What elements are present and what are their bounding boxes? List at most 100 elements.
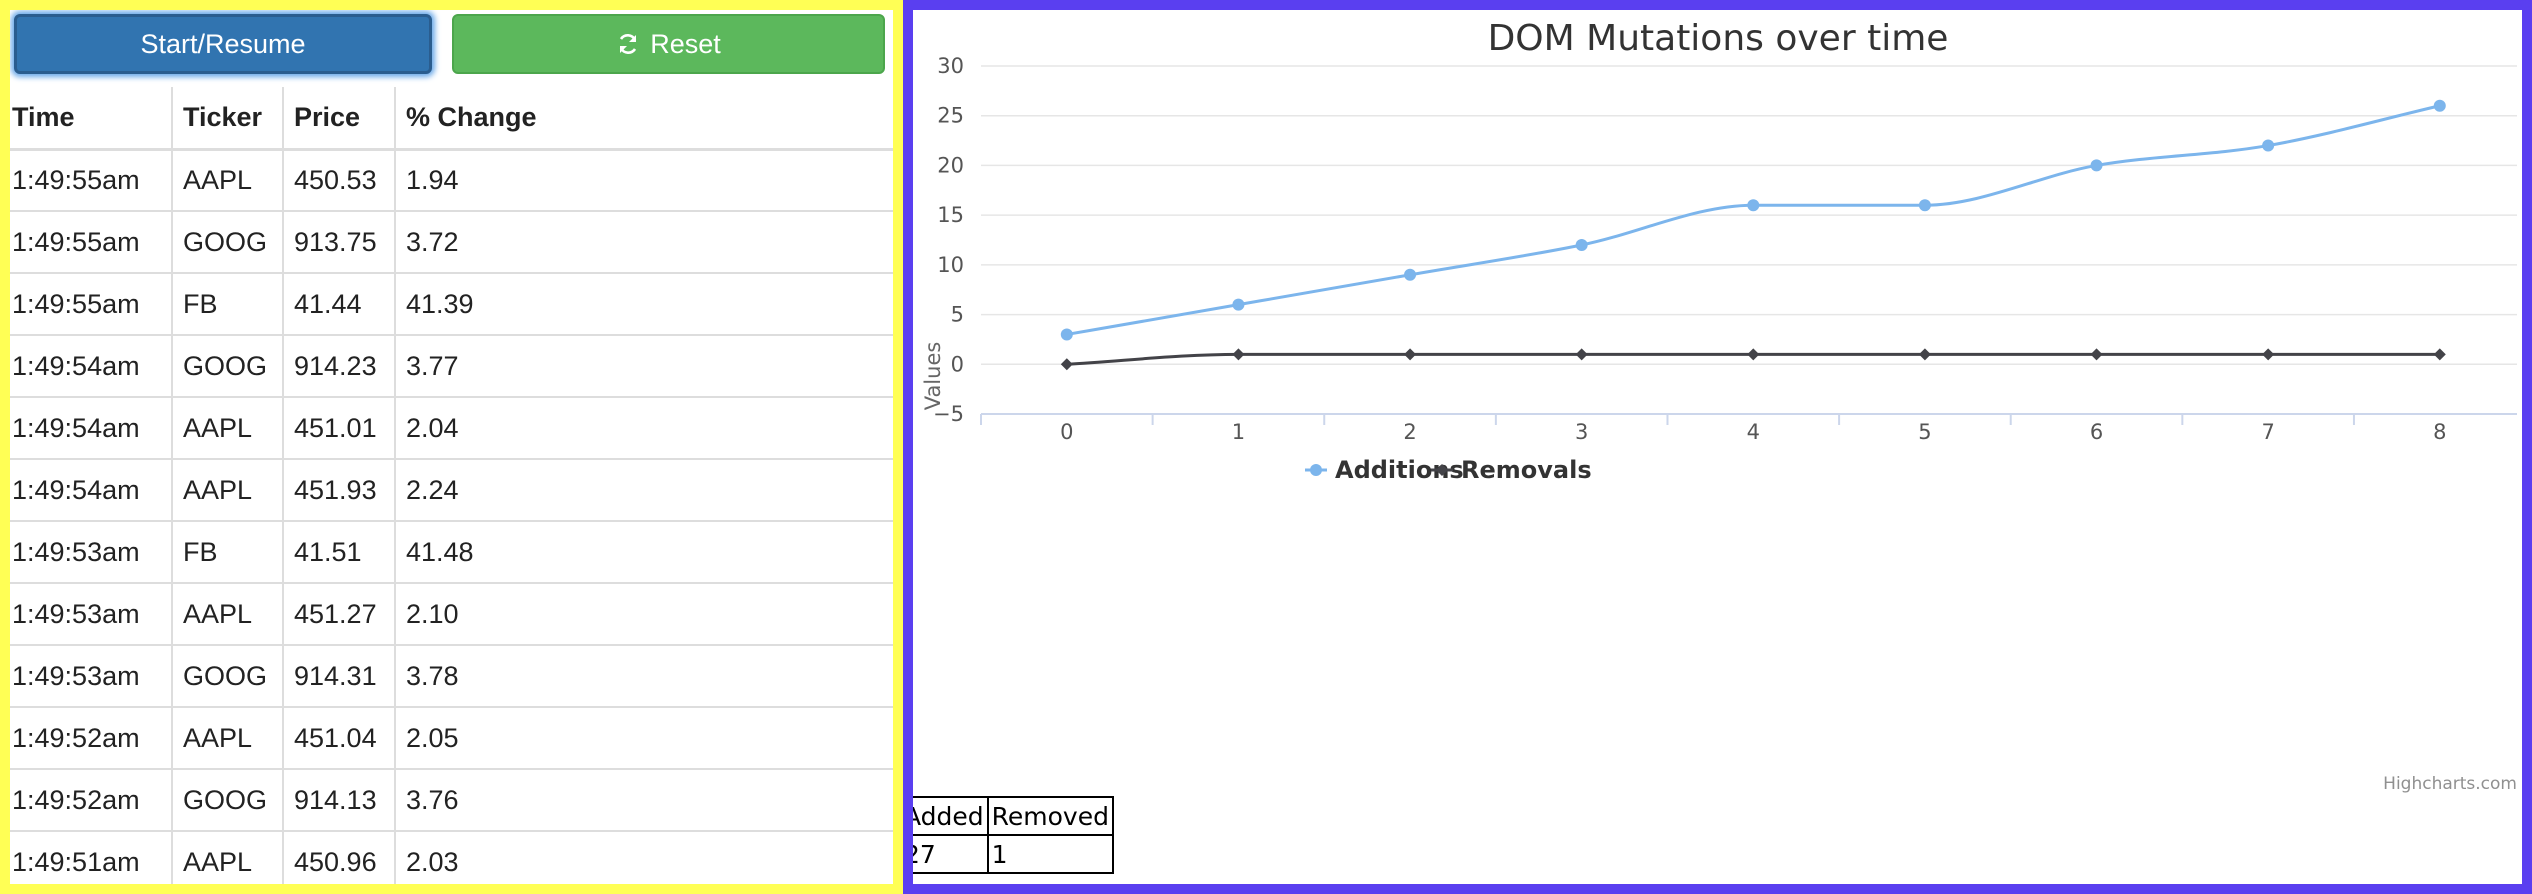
ticker-panel: Start/Resume Reset Time Ticker Price % C… (0, 0, 903, 894)
series (1060, 99, 2446, 371)
chart-panel: DOM Mutations over time −5 0 5 10 15 20 25 30 0 1… (903, 0, 2532, 894)
cell-change: 2.03 (395, 831, 893, 884)
column-header-time: Time (10, 87, 173, 151)
cell-time: 1:49:55am (10, 211, 173, 274)
cell-change: 41.39 (395, 273, 893, 336)
cell-price: 914.23 (283, 335, 396, 398)
cell-change: 1.94 (395, 149, 893, 212)
reset-button[interactable]: Reset (452, 14, 885, 74)
y-tick-label: 15 (937, 203, 964, 227)
table-row: 1:49:55am FB 41.44 41.39 (10, 273, 893, 336)
cell-price: 451.27 (283, 583, 396, 646)
cell-change: 2.05 (395, 707, 893, 770)
x-tick-label: 5 (1918, 420, 1931, 444)
y-tick-label: 30 (937, 54, 964, 78)
point-removals (1404, 348, 1417, 361)
cell-change: 3.78 (395, 645, 893, 708)
axes: −5 0 5 10 15 20 25 30 0 1 2 3 4 5 6 7 8 (933, 54, 2517, 444)
removed-header: Removed (986, 796, 1114, 836)
cell-time: 1:49:52am (10, 707, 173, 770)
cell-time: 1:49:53am (10, 645, 173, 708)
cell-price: 914.13 (283, 769, 396, 832)
table-row: 1:49:53am GOOG 914.31 3.78 (10, 645, 893, 708)
mutation-counts-table: Added Removed 27 1 (913, 796, 1114, 874)
point-removals (2262, 348, 2275, 361)
y-axis-title: Values (921, 342, 945, 411)
cell-time: 1:49:52am (10, 769, 173, 832)
point-removals (1060, 358, 1073, 371)
column-header-price: Price (283, 87, 396, 151)
legend-label-removals: Removals (1461, 456, 1592, 484)
point-removals (1918, 348, 1931, 361)
legend-symbol-marker (1310, 464, 1322, 476)
y-tick-label: 5 (951, 303, 964, 327)
cell-ticker: GOOG (172, 211, 284, 274)
column-header-change: % Change (395, 87, 893, 151)
point-additions (1232, 298, 1245, 311)
reset-label: Reset (650, 28, 721, 59)
cell-time: 1:49:53am (10, 521, 173, 584)
cell-price: 450.96 (283, 831, 396, 884)
cell-price: 41.51 (283, 521, 396, 584)
table-row: 1:49:53am FB 41.51 41.48 (10, 521, 893, 584)
point-removals (1747, 348, 1760, 361)
column-header-ticker: Ticker (172, 87, 284, 151)
cell-time: 1:49:51am (10, 831, 173, 884)
point-additions (2090, 159, 2103, 172)
series-removals (1060, 348, 2446, 371)
x-tick-label: 6 (2090, 420, 2103, 444)
point-additions (1404, 268, 1417, 281)
x-tick-label: 1 (1232, 420, 1245, 444)
cell-change: 3.76 (395, 769, 893, 832)
cell-ticker: FB (172, 521, 284, 584)
point-additions (2262, 139, 2275, 152)
cell-ticker: GOOG (172, 335, 284, 398)
table-row: 1:49:54am AAPL 451.01 2.04 (10, 397, 893, 460)
credits-label[interactable]: Highcharts.com (2383, 774, 2517, 794)
table-row: 1:49:53am AAPL 451.27 2.10 (10, 583, 893, 646)
legend-item-removals[interactable]: Removals (1431, 456, 1592, 484)
table-row: 1:49:55am AAPL 450.53 1.94 (10, 149, 893, 212)
added-count: 27 (913, 834, 989, 874)
cell-time: 1:49:55am (10, 149, 173, 212)
table-row: 1:49:51am AAPL 450.96 2.03 (10, 831, 893, 884)
removed-count: 1 (986, 834, 1114, 874)
cell-change: 2.24 (395, 459, 893, 522)
cell-ticker: GOOG (172, 645, 284, 708)
cell-ticker: AAPL (172, 459, 284, 522)
x-tick-label: 3 (1575, 420, 1588, 444)
y-tick-label: 10 (937, 253, 964, 277)
cell-time: 1:49:53am (10, 583, 173, 646)
start-resume-button[interactable]: Start/Resume (14, 14, 432, 74)
x-tick-label: 2 (1403, 420, 1416, 444)
y-tick-label: 20 (937, 153, 964, 177)
point-additions (1918, 199, 1931, 212)
cell-time: 1:49:54am (10, 335, 173, 398)
point-removals (2433, 348, 2446, 361)
cell-price: 451.01 (283, 397, 396, 460)
point-additions (1575, 238, 1588, 251)
ticker-table: Time Ticker Price % Change 1:49:55am AAPL… (10, 87, 893, 884)
series-line-additions (1066, 104, 2441, 336)
added-header: Added (913, 796, 989, 836)
cell-change: 41.48 (395, 521, 893, 584)
point-removals (1232, 348, 1245, 361)
cell-ticker: AAPL (172, 149, 284, 212)
point-additions (2433, 99, 2446, 112)
cell-price: 451.93 (283, 459, 396, 522)
cell-price: 914.31 (283, 645, 396, 708)
cell-change: 3.72 (395, 211, 893, 274)
cell-change: 2.10 (395, 583, 893, 646)
table-row: 1:49:55am GOOG 913.75 3.72 (10, 211, 893, 274)
y-tick-label: 0 (951, 352, 964, 376)
cell-ticker: AAPL (172, 397, 284, 460)
x-tick-label: 8 (2433, 420, 2446, 444)
gridlines (981, 65, 2517, 366)
refresh-icon (616, 32, 640, 56)
cell-ticker: GOOG (172, 769, 284, 832)
table-header-row: Time Ticker Price % Change (10, 87, 893, 151)
cell-time: 1:49:55am (10, 273, 173, 336)
x-tick-label: 4 (1747, 420, 1760, 444)
